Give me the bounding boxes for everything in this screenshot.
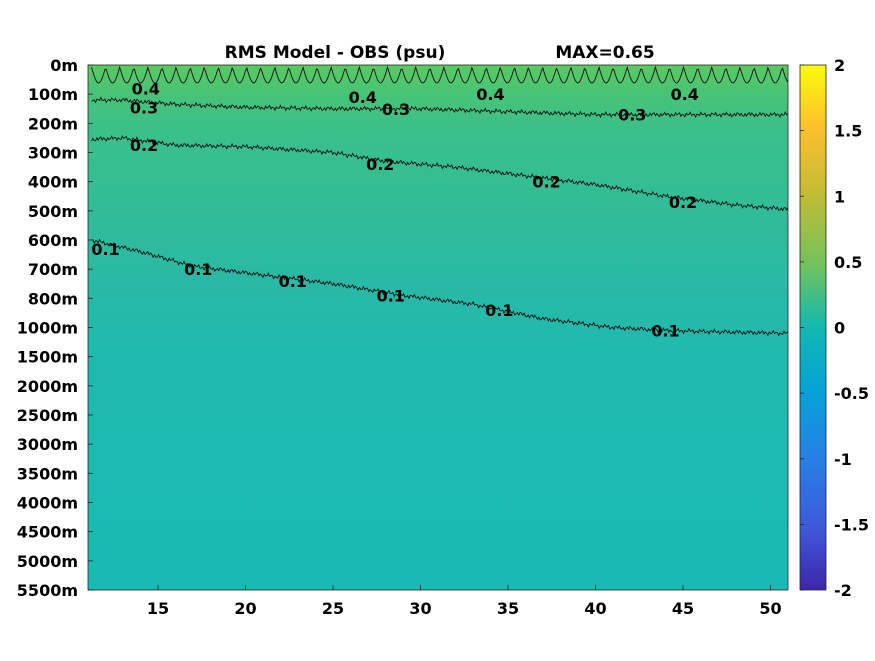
x-axis-labels: 15 20 25 30 35 40 45 50: [147, 585, 782, 618]
y-axis-labels: 0m 100m 200m 300m 400m 500m 600m 700m 800m 1000m 1…: [17, 56, 93, 600]
contour-layer: 0.4 0.4 0.4 0.40.3 0.3 0.30.20.20.20.20.10.10…: [91, 65, 789, 340]
colorbar: [799, 64, 827, 591]
y-tick-label: 300m: [28, 144, 78, 163]
y-tick-label: 200m: [28, 114, 78, 133]
contour-line-0p2: [91, 134, 789, 212]
y-tick-label: 3000m: [17, 435, 78, 454]
plot-field: [88, 65, 788, 590]
contour-label: 0.2: [532, 173, 560, 192]
y-tick-label: 2500m: [17, 406, 78, 425]
y-tick-label: 4500m: [17, 523, 78, 542]
contour-label: 0.1: [91, 240, 119, 259]
contour-label: 0.1: [279, 272, 307, 291]
y-tick-label: 2000m: [17, 377, 78, 396]
x-tick-label: 50: [759, 599, 781, 618]
contour-label: 0.2: [669, 193, 697, 212]
y-tick-label: 5000m: [17, 552, 78, 571]
contour-line-0p4: [91, 65, 789, 84]
contour-label: 0.1: [377, 286, 405, 305]
contour-label: 0.1: [184, 260, 212, 279]
y-tick-label: 0m: [50, 56, 78, 75]
y-tick-label: 800m: [28, 289, 78, 308]
x-tick-label: 35: [497, 599, 519, 618]
y-tick-label: 3500m: [17, 464, 78, 483]
y-tick-label: 1000m: [17, 319, 78, 338]
colorbar-tick-label: 1.5: [834, 122, 862, 141]
contour-line-0p1: [91, 238, 789, 337]
contour-label: 0.4: [671, 85, 699, 104]
y-tick-label: 500m: [28, 202, 78, 221]
y-tick-label: 700m: [28, 260, 78, 279]
contour-label: 0.2: [130, 136, 158, 155]
y-tick-label: 400m: [28, 173, 78, 192]
max-label: MAX=0.65: [555, 43, 654, 63]
contour-label: 0.1: [485, 301, 513, 320]
y-tick-label: 1500m: [17, 348, 78, 367]
colorbar-tick-label: 1: [834, 187, 845, 206]
contour-label: 0.4: [132, 79, 160, 98]
contour-label: 0.3: [382, 100, 410, 119]
x-tick-label: 15: [147, 599, 169, 618]
x-tick-label: 45: [672, 599, 694, 618]
colorbar-tick-label: 0.5: [834, 253, 862, 272]
colorbar-tick-label: -1.5: [834, 515, 869, 534]
x-tick-label: 20: [234, 599, 256, 618]
colorbar-tick-label: -0.5: [834, 384, 869, 403]
y-tick-label: 600m: [28, 231, 78, 250]
colorbar-tick-label: 2: [834, 56, 845, 75]
chart-title: RMS Model - OBS (psu): [225, 43, 446, 63]
contour-label: 0.2: [366, 155, 394, 174]
contour-line-0p3: [91, 96, 789, 119]
x-tick-label: 40: [584, 599, 606, 618]
y-tick-label: 4000m: [17, 494, 78, 513]
contour-label: 0.4: [476, 85, 504, 104]
contour-label: 0.3: [618, 106, 646, 125]
contour-label: 0.3: [130, 98, 158, 117]
y-tick-label: 5500m: [17, 581, 78, 600]
x-tick-label: 30: [409, 599, 431, 618]
x-tick-label: 25: [322, 599, 344, 618]
colorbar-tick-label: 0: [834, 319, 845, 338]
colorbar-labels: 2 1.5 1 0.5 0 -0.5 -1 -1.5 -2: [800, 56, 869, 600]
colorbar-tick-label: -1: [834, 450, 852, 469]
contour-label: 0.4: [349, 88, 377, 107]
contour-label: 0.1: [651, 321, 679, 340]
y-tick-label: 100m: [28, 85, 78, 104]
colorbar-tick-label: -2: [834, 581, 852, 600]
